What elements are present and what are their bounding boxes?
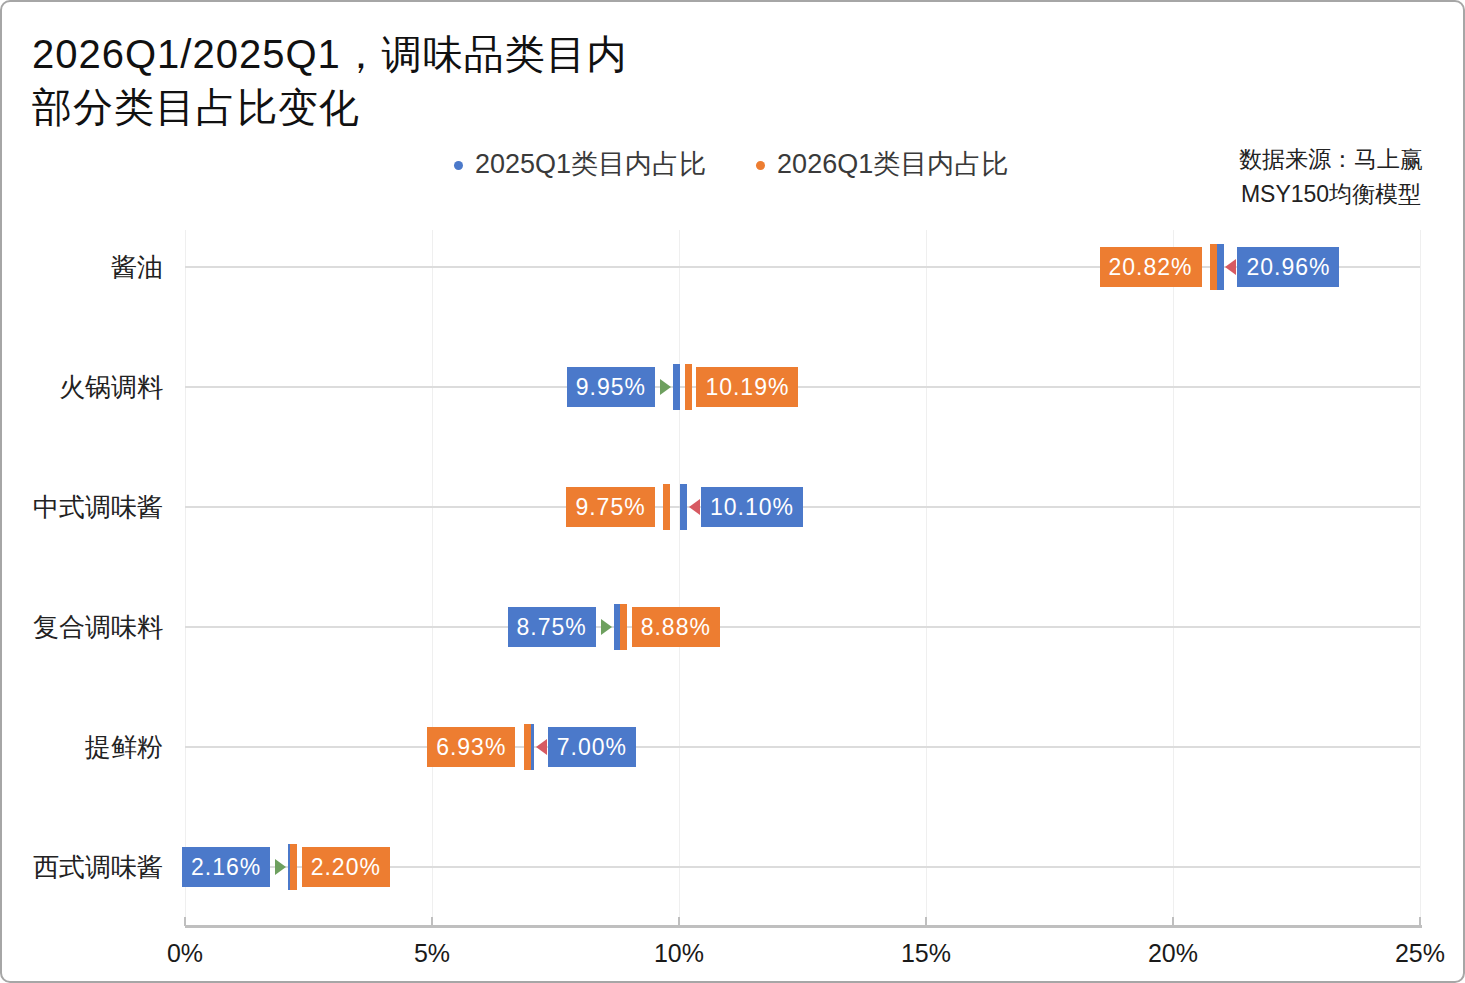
- x-axis-tick-label: 10%: [634, 939, 724, 968]
- x-axis-tick-label: 20%: [1128, 939, 1218, 968]
- value-label-2025: 8.75%: [508, 607, 596, 647]
- value-label-2025: 20.96%: [1237, 247, 1339, 287]
- value-label-2025: 2.16%: [182, 847, 270, 887]
- value-label-2026: 20.82%: [1100, 247, 1202, 287]
- category-label: 酱油: [111, 247, 163, 287]
- vertical-gridline: [1173, 230, 1174, 925]
- vertical-gridline: [432, 230, 433, 925]
- x-axis-tick-label: 5%: [387, 939, 477, 968]
- x-axis-tick: [1419, 917, 1421, 926]
- value-label-2025: 10.10%: [701, 487, 803, 527]
- x-axis-tick: [431, 917, 433, 926]
- x-axis-tick-label: 25%: [1375, 939, 1465, 968]
- row-gridline: [185, 746, 1420, 748]
- row-gridline: [185, 626, 1420, 628]
- vertical-gridline: [926, 230, 927, 925]
- value-label-2026: 9.75%: [566, 487, 654, 527]
- category-label: 火锅调料: [59, 367, 163, 407]
- x-axis-line: [185, 925, 1422, 928]
- marker-2026: [620, 604, 627, 650]
- value-label-2026: 10.19%: [696, 367, 798, 407]
- chart-frame: 2026Q1/2025Q1，调味品类目内 部分类目占比变化 2025Q1类目内占…: [0, 0, 1465, 983]
- x-axis-tick: [678, 917, 680, 926]
- category-label: 西式调味酱: [33, 847, 163, 887]
- change-arrow-down-icon: [1225, 259, 1236, 275]
- category-label: 提鲜粉: [85, 727, 163, 767]
- change-arrow-up-icon: [660, 379, 671, 395]
- category-label: 中式调味酱: [33, 487, 163, 527]
- marker-2026: [290, 844, 297, 890]
- marker-2025: [673, 364, 680, 410]
- marker-2025: [1217, 244, 1224, 290]
- marker-2026: [524, 724, 531, 770]
- change-arrow-up-icon: [275, 859, 286, 875]
- vertical-gridline: [185, 230, 186, 925]
- marker-2026: [685, 364, 692, 410]
- vertical-gridline: [1420, 230, 1421, 925]
- x-axis-tick-label: 15%: [881, 939, 971, 968]
- row-gridline: [185, 386, 1420, 388]
- marker-2026: [1210, 244, 1217, 290]
- x-axis-tick: [925, 917, 927, 926]
- plot-area: 酱油 20.96% 20.82% 火锅调料 9.95% 10.19% 中式调味酱 10.10%…: [2, 2, 1463, 981]
- change-arrow-up-icon: [601, 619, 612, 635]
- value-label-2025: 9.95%: [567, 367, 655, 407]
- x-axis-tick-label: 0%: [140, 939, 230, 968]
- value-label-2026: 8.88%: [632, 607, 720, 647]
- vertical-gridline: [679, 230, 680, 925]
- change-arrow-down-icon: [689, 499, 700, 515]
- x-axis-tick: [184, 917, 186, 926]
- marker-2026: [663, 484, 670, 530]
- category-label: 复合调味料: [33, 607, 163, 647]
- x-axis-tick: [1172, 917, 1174, 926]
- value-label-2025: 7.00%: [548, 727, 636, 767]
- marker-2025: [680, 484, 687, 530]
- value-label-2026: 6.93%: [427, 727, 515, 767]
- value-label-2026: 2.20%: [302, 847, 390, 887]
- change-arrow-down-icon: [536, 739, 547, 755]
